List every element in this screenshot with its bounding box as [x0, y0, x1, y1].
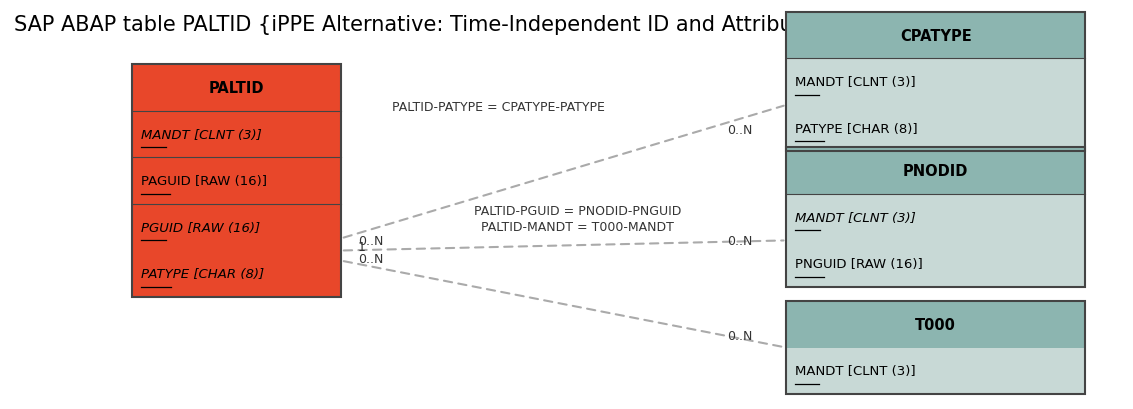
FancyBboxPatch shape	[786, 148, 1085, 194]
Text: MANDT [CLNT (3)]: MANDT [CLNT (3)]	[142, 128, 262, 142]
Text: 1: 1	[358, 240, 366, 253]
Text: MANDT [CLNT (3)]: MANDT [CLNT (3)]	[795, 364, 915, 378]
Text: PALTID-PATYPE = CPATYPE-PATYPE: PALTID-PATYPE = CPATYPE-PATYPE	[392, 101, 605, 114]
FancyBboxPatch shape	[786, 59, 1085, 106]
FancyBboxPatch shape	[133, 251, 341, 297]
FancyBboxPatch shape	[786, 348, 1085, 394]
Text: MANDT [CLNT (3)]: MANDT [CLNT (3)]	[795, 211, 917, 224]
Text: PALTID-PGUID = PNODID-PNGUID: PALTID-PGUID = PNODID-PNGUID	[474, 204, 681, 217]
Text: PALTID-MANDT = T000-MANDT: PALTID-MANDT = T000-MANDT	[482, 220, 674, 233]
Text: PGUID [RAW (16)]: PGUID [RAW (16)]	[142, 221, 261, 234]
Text: 0..N: 0..N	[727, 234, 752, 247]
Text: MANDT [CLNT (3)]: MANDT [CLNT (3)]	[795, 76, 915, 89]
Text: PNGUID [RAW (16)]: PNGUID [RAW (16)]	[795, 258, 923, 270]
Text: PATYPE [CHAR (8)]: PATYPE [CHAR (8)]	[795, 122, 918, 135]
Text: T000: T000	[915, 317, 956, 332]
FancyBboxPatch shape	[133, 204, 341, 251]
Text: PALTID: PALTID	[208, 81, 264, 96]
FancyBboxPatch shape	[786, 194, 1085, 241]
Text: PATYPE [CHAR (8)]: PATYPE [CHAR (8)]	[142, 267, 265, 281]
Text: 0..N: 0..N	[358, 252, 383, 265]
FancyBboxPatch shape	[786, 241, 1085, 287]
Text: CPATYPE: CPATYPE	[900, 29, 972, 43]
Text: 0..N: 0..N	[727, 124, 752, 136]
FancyBboxPatch shape	[786, 106, 1085, 152]
FancyBboxPatch shape	[786, 13, 1085, 59]
Text: 0..N: 0..N	[358, 234, 383, 247]
FancyBboxPatch shape	[133, 158, 341, 204]
Text: PAGUID [RAW (16)]: PAGUID [RAW (16)]	[142, 175, 267, 188]
Text: 0..N: 0..N	[727, 329, 752, 342]
FancyBboxPatch shape	[133, 65, 341, 112]
Text: SAP ABAP table PALTID {iPPE Alternative: Time-Independent ID and Attributes}: SAP ABAP table PALTID {iPPE Alternative:…	[14, 15, 837, 35]
FancyBboxPatch shape	[786, 301, 1085, 348]
FancyBboxPatch shape	[133, 112, 341, 158]
Text: PNODID: PNODID	[903, 164, 969, 179]
